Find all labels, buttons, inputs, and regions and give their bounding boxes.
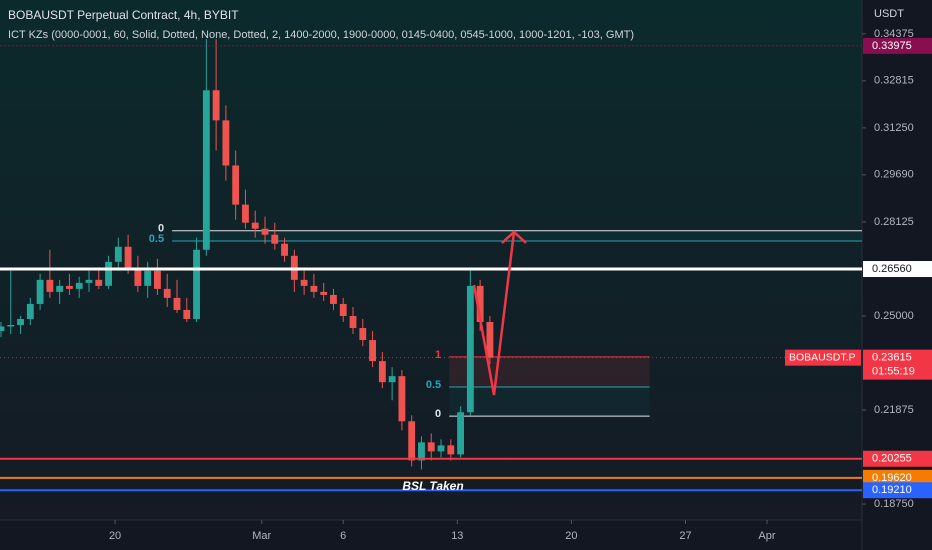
candle-body — [17, 318, 24, 325]
candle-body — [0, 326, 5, 332]
candle-body — [56, 285, 64, 292]
candle-body — [408, 421, 416, 461]
candle-body — [300, 279, 308, 286]
candle-body — [26, 303, 34, 319]
x-tick-label: 20 — [109, 530, 121, 542]
candle-body — [271, 234, 279, 244]
y-tick-label: 0.21875 — [874, 404, 914, 416]
candle-body — [183, 309, 191, 319]
projection-arrow — [472, 231, 516, 396]
annotation: BSL Taken — [402, 479, 463, 493]
candle-body — [330, 294, 337, 304]
fib-zone — [449, 386, 650, 417]
fib-label: 0 — [158, 223, 164, 235]
price-label-box — [863, 482, 932, 499]
x-tick-label: Apr — [758, 530, 775, 542]
countdown: 01:55:19 — [872, 366, 915, 378]
y-tick-label: 0.28125 — [874, 216, 914, 228]
y-tick-label: 0.25000 — [874, 310, 914, 322]
candle-body — [85, 279, 93, 283]
candle-body — [457, 412, 465, 455]
price-label-box — [863, 450, 932, 467]
candle-body — [105, 261, 112, 286]
candle-body — [486, 321, 494, 358]
candle-body — [261, 228, 269, 235]
candle-body — [369, 340, 376, 362]
candle-body — [349, 315, 357, 329]
y-tick-label: 0.34375 — [874, 28, 914, 40]
candle-body — [36, 279, 44, 304]
candle-body — [320, 291, 328, 295]
candle-body — [388, 376, 396, 383]
candle-body — [212, 90, 220, 121]
y-tick-label: 0.29690 — [874, 169, 914, 181]
candle-body — [95, 279, 103, 286]
arrow-head — [501, 230, 527, 244]
candle-body — [222, 120, 230, 166]
candle-body — [310, 285, 318, 292]
price-label: 0.19210 — [872, 484, 912, 496]
candle-body — [144, 270, 152, 286]
candle-body — [193, 249, 200, 319]
candle-body — [427, 442, 435, 452]
price-label-box — [863, 261, 932, 278]
time-axis-bg — [0, 520, 862, 550]
x-tick-label: 6 — [340, 530, 346, 542]
candle-body — [114, 246, 122, 262]
fib-label: 1 — [435, 349, 441, 361]
candle-body — [418, 442, 425, 461]
x-tick-label: 20 — [565, 530, 577, 542]
candle-body — [75, 282, 83, 289]
price-label-box — [863, 37, 932, 54]
candle-body — [447, 445, 455, 455]
y-tick-label: 0.31250 — [874, 122, 914, 134]
chart-title: BOBAUSDT Perpetual Contract, 4h, BYBIT — [8, 8, 239, 22]
candle-body — [66, 285, 73, 289]
candle-body — [202, 90, 210, 250]
last-price-label: 0.23615 — [872, 352, 912, 364]
candle-body — [134, 267, 142, 286]
candle-body — [339, 303, 347, 316]
symbol-label: BOBAUSDT.P — [789, 351, 856, 363]
symbol-box — [785, 349, 861, 366]
fib-label: 0.5 — [426, 379, 441, 391]
candle-body — [154, 270, 161, 289]
x-tick-label: 27 — [679, 530, 691, 542]
y-tick-label: 0.32815 — [874, 75, 914, 87]
candle-body — [378, 361, 386, 383]
candle-body — [242, 204, 249, 223]
candle-body — [476, 285, 484, 322]
candle-body — [359, 328, 367, 341]
candle-body — [251, 222, 259, 229]
x-tick-label: Mar — [252, 530, 271, 542]
y-tick-label: 0.18750 — [874, 498, 914, 510]
price-label: 0.19620 — [872, 472, 912, 484]
candle-body — [281, 243, 288, 256]
candle-body — [173, 297, 181, 310]
price-label: 0.26560 — [872, 263, 912, 275]
candle-body — [437, 445, 445, 452]
candle-body — [7, 325, 15, 327]
candle-body — [466, 285, 474, 413]
indicator-label: ICT KZs (0000-0001, 60, Solid, Dotted, N… — [8, 29, 634, 41]
price-label: 0.33975 — [872, 40, 912, 52]
candle-body — [46, 279, 54, 292]
candle-body — [398, 376, 406, 422]
fib-label: 0.5 — [149, 233, 164, 245]
candle-body — [163, 288, 171, 298]
candle-body — [232, 165, 240, 205]
x-tick-label: 13 — [451, 530, 463, 542]
last-price-box — [863, 349, 932, 380]
price-label: 0.20255 — [872, 453, 912, 465]
price-label-box — [863, 469, 932, 486]
axis-unit: USDT — [874, 8, 904, 20]
candle-body — [124, 246, 132, 268]
fib-label: 0 — [435, 408, 441, 420]
fib-zone — [449, 356, 650, 387]
